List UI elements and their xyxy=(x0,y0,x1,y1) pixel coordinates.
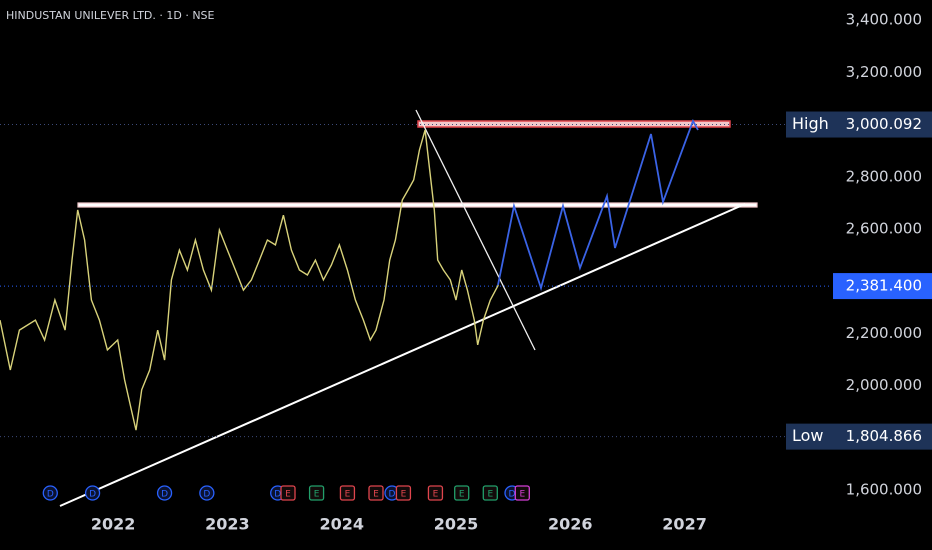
y-tick-label: 2,600.000 xyxy=(846,219,922,237)
event-label: E xyxy=(345,490,351,500)
down-trendline xyxy=(415,109,536,351)
last-price-badge xyxy=(833,273,932,300)
dividend-marker xyxy=(42,485,58,501)
event-label: D xyxy=(509,490,516,500)
y-tick-label: 2,000.000 xyxy=(846,376,922,394)
earnings-marker xyxy=(454,485,470,501)
resistance-zone xyxy=(417,120,731,128)
earnings-marker xyxy=(308,485,325,501)
x-tick-label: 2027 xyxy=(662,515,707,534)
earnings-marker xyxy=(395,485,412,501)
event-label: E xyxy=(401,490,407,500)
y-tick-label: 2,200.000 xyxy=(846,324,922,342)
dividend-marker xyxy=(84,485,101,501)
x-tick-label: 2026 xyxy=(548,515,593,534)
event-label: E xyxy=(433,490,439,500)
level-badge xyxy=(786,423,932,450)
last-price-label: 2,381.400 xyxy=(846,277,922,295)
projection-path xyxy=(497,118,699,292)
event-label: D xyxy=(203,490,210,500)
level-value: 1,804.866 xyxy=(846,427,922,445)
level-value: 3,000.092 xyxy=(846,115,922,133)
y-tick-label: 3,400.000 xyxy=(846,11,922,29)
event-label: E xyxy=(373,490,379,500)
level-badge xyxy=(786,111,932,138)
y-tick-label: 2,800.000 xyxy=(846,167,922,185)
drawings xyxy=(0,109,758,507)
event-label: D xyxy=(89,490,96,500)
event-label: D xyxy=(274,490,281,500)
event-label: E xyxy=(314,490,320,500)
x-tick-label: 2023 xyxy=(205,515,250,534)
event-label: D xyxy=(47,490,54,500)
x-tick-label: 2024 xyxy=(319,515,364,534)
level-name: High xyxy=(792,114,829,133)
event-label: D xyxy=(389,490,396,500)
event-label: E xyxy=(519,490,525,500)
level-name: Low xyxy=(792,426,824,445)
support-trendline xyxy=(59,203,746,507)
earnings-marker xyxy=(339,485,356,501)
x-tick-label: 2025 xyxy=(434,515,479,534)
chart-title: HINDUSTAN UNILEVER LTD. · 1D · NSE xyxy=(6,9,215,22)
price-line xyxy=(0,129,499,431)
event-label: D xyxy=(161,490,168,500)
dividend-marker xyxy=(156,485,173,501)
earnings-marker xyxy=(427,485,444,501)
event-label: E xyxy=(285,490,291,500)
y-tick-label: 3,200.000 xyxy=(846,63,922,81)
earnings-marker xyxy=(514,485,530,501)
event-label: E xyxy=(487,490,493,500)
resistance-line xyxy=(77,202,758,208)
y-tick-label: 1,600.000 xyxy=(846,481,922,499)
earnings-marker xyxy=(280,485,296,501)
event-label: E xyxy=(459,490,465,500)
earnings-marker xyxy=(482,485,498,501)
x-tick-label: 2022 xyxy=(91,515,136,534)
dividend-marker xyxy=(199,485,215,501)
earnings-marker xyxy=(368,485,384,501)
